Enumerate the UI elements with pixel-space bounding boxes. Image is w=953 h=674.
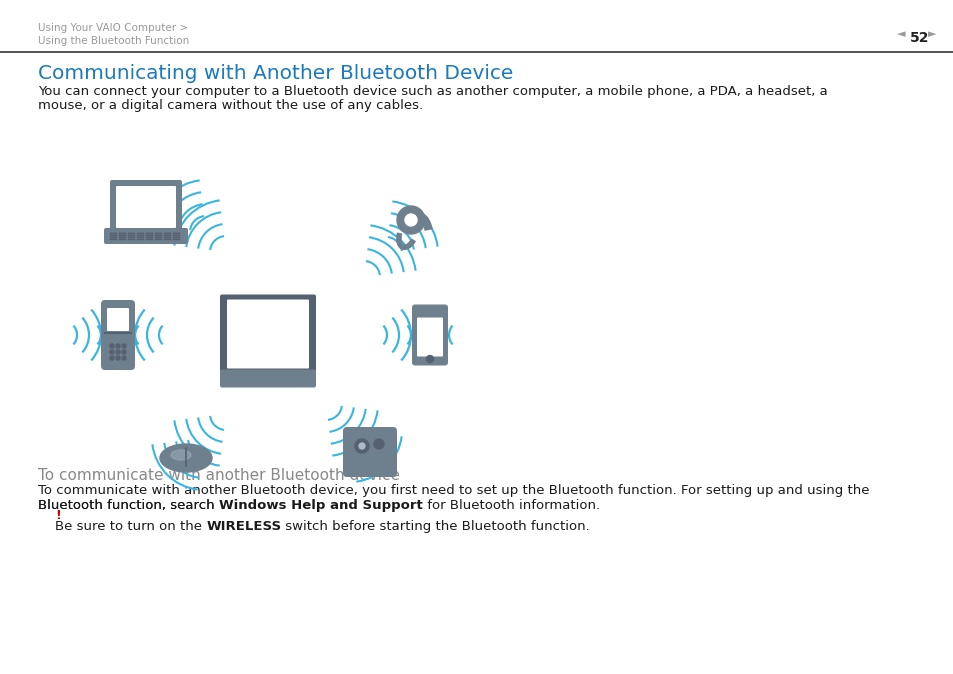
- Text: !: !: [55, 509, 61, 522]
- Text: ►: ►: [927, 29, 936, 39]
- FancyBboxPatch shape: [164, 235, 171, 236]
- Text: mouse, or a digital camera without the use of any cables.: mouse, or a digital camera without the u…: [38, 99, 423, 112]
- Circle shape: [116, 356, 120, 360]
- FancyBboxPatch shape: [119, 237, 126, 238]
- FancyBboxPatch shape: [119, 239, 126, 240]
- FancyBboxPatch shape: [107, 308, 129, 331]
- FancyBboxPatch shape: [119, 233, 126, 234]
- Circle shape: [426, 355, 433, 363]
- FancyBboxPatch shape: [136, 237, 144, 238]
- FancyBboxPatch shape: [164, 237, 171, 238]
- FancyBboxPatch shape: [136, 239, 144, 240]
- Text: You can connect your computer to a Bluetooth device such as another computer, a : You can connect your computer to a Bluet…: [38, 85, 827, 98]
- Text: 52: 52: [909, 31, 928, 45]
- Circle shape: [110, 350, 113, 354]
- FancyBboxPatch shape: [154, 233, 162, 234]
- FancyBboxPatch shape: [146, 237, 153, 238]
- FancyBboxPatch shape: [128, 239, 135, 240]
- FancyBboxPatch shape: [146, 235, 153, 236]
- FancyBboxPatch shape: [128, 233, 135, 234]
- Text: Windows Help and Support: Windows Help and Support: [218, 499, 422, 512]
- Ellipse shape: [171, 450, 191, 460]
- FancyBboxPatch shape: [110, 180, 182, 234]
- Circle shape: [110, 356, 113, 360]
- Text: Be sure to turn on the: Be sure to turn on the: [55, 520, 206, 533]
- FancyBboxPatch shape: [146, 239, 153, 240]
- Circle shape: [396, 206, 424, 234]
- FancyBboxPatch shape: [154, 237, 162, 238]
- FancyBboxPatch shape: [110, 239, 117, 240]
- FancyBboxPatch shape: [343, 427, 396, 477]
- Text: Using Your VAIO Computer >: Using Your VAIO Computer >: [38, 23, 188, 33]
- FancyBboxPatch shape: [164, 239, 171, 240]
- Text: switch before starting the Bluetooth function.: switch before starting the Bluetooth fun…: [281, 520, 590, 533]
- Text: for Bluetooth information.: for Bluetooth information.: [422, 499, 599, 512]
- Circle shape: [355, 439, 369, 453]
- Circle shape: [122, 356, 126, 360]
- FancyBboxPatch shape: [110, 237, 117, 238]
- Circle shape: [116, 350, 120, 354]
- Ellipse shape: [160, 444, 212, 472]
- Circle shape: [122, 350, 126, 354]
- FancyBboxPatch shape: [412, 305, 448, 365]
- Circle shape: [374, 439, 384, 449]
- Circle shape: [122, 344, 126, 348]
- Text: WIRELESS: WIRELESS: [206, 520, 281, 533]
- FancyBboxPatch shape: [128, 237, 135, 238]
- Text: Bluetooth function, search: Bluetooth function, search: [38, 499, 218, 512]
- FancyBboxPatch shape: [101, 300, 135, 370]
- Text: Communicating with Another Bluetooth Device: Communicating with Another Bluetooth Dev…: [38, 64, 513, 83]
- Text: To communicate with another Bluetooth device: To communicate with another Bluetooth de…: [38, 468, 399, 483]
- Text: Bluetooth function, search: Bluetooth function, search: [38, 499, 218, 512]
- FancyBboxPatch shape: [136, 235, 144, 236]
- Text: Using the Bluetooth Function: Using the Bluetooth Function: [38, 36, 189, 46]
- FancyBboxPatch shape: [227, 299, 309, 369]
- FancyBboxPatch shape: [172, 235, 180, 236]
- FancyBboxPatch shape: [172, 237, 180, 238]
- FancyBboxPatch shape: [220, 369, 315, 388]
- FancyBboxPatch shape: [110, 235, 117, 236]
- FancyBboxPatch shape: [154, 235, 162, 236]
- Text: ◄: ◄: [896, 29, 904, 39]
- Circle shape: [110, 344, 113, 348]
- FancyBboxPatch shape: [136, 233, 144, 234]
- FancyBboxPatch shape: [116, 186, 175, 228]
- FancyBboxPatch shape: [104, 228, 188, 244]
- FancyBboxPatch shape: [220, 295, 315, 377]
- Text: To communicate with another Bluetooth device, you first need to set up the Bluet: To communicate with another Bluetooth de…: [38, 484, 868, 497]
- FancyBboxPatch shape: [172, 233, 180, 234]
- FancyBboxPatch shape: [416, 317, 442, 357]
- FancyBboxPatch shape: [172, 239, 180, 240]
- FancyBboxPatch shape: [128, 235, 135, 236]
- FancyBboxPatch shape: [119, 235, 126, 236]
- Circle shape: [405, 214, 416, 226]
- FancyBboxPatch shape: [164, 233, 171, 234]
- FancyBboxPatch shape: [154, 239, 162, 240]
- FancyBboxPatch shape: [146, 233, 153, 234]
- Circle shape: [116, 344, 120, 348]
- FancyBboxPatch shape: [110, 233, 117, 234]
- Circle shape: [358, 443, 365, 449]
